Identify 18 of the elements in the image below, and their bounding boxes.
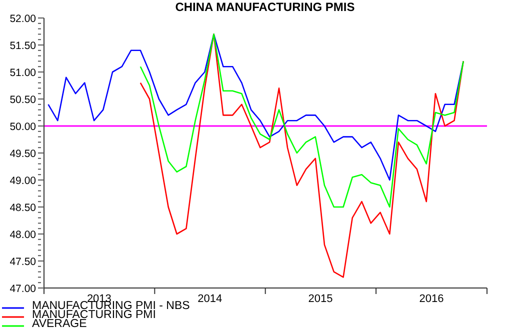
y-tick-label: 50.00 <box>10 121 36 133</box>
y-tick-label: 49.00 <box>10 175 36 187</box>
y-tick-label: 48.50 <box>10 202 36 214</box>
x-tick-label: 2016 <box>419 293 444 305</box>
x-tick-label: 2015 <box>308 293 333 305</box>
legend-label: AVERAGE <box>32 318 87 330</box>
y-tick-label: 49.50 <box>10 148 36 160</box>
y-tick-label: 51.50 <box>10 40 36 52</box>
y-tick-label: 48.00 <box>10 229 36 241</box>
chart-title: CHINA MANUFACTURING PMIS <box>174 0 356 14</box>
y-tick-label: 52.00 <box>10 13 36 25</box>
x-tick-label: 2014 <box>198 293 222 305</box>
y-tick-label: 50.50 <box>10 94 36 106</box>
line-series <box>48 34 464 181</box>
y-tick-label: 47.00 <box>10 283 36 295</box>
y-tick-label: 51.00 <box>10 67 36 79</box>
y-tick-label: 47.50 <box>10 256 36 268</box>
line-series <box>140 34 464 208</box>
